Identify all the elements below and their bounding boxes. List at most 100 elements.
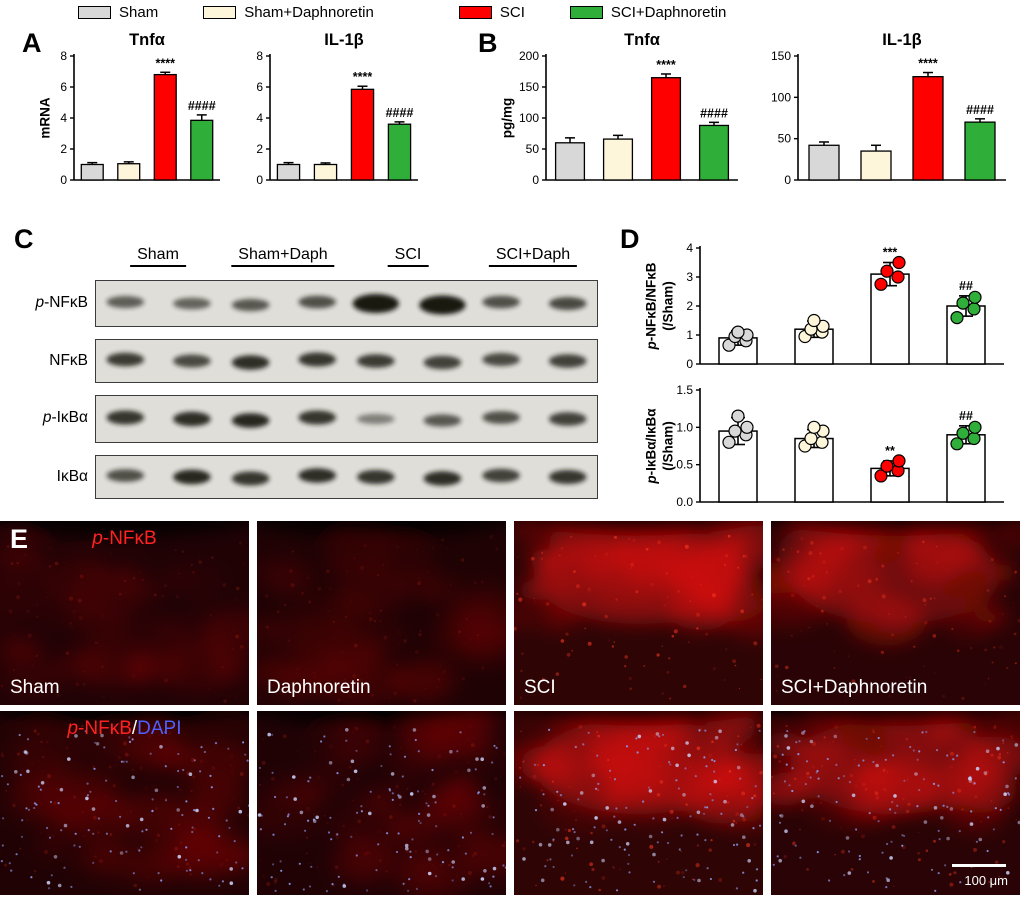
svg-text:50: 50 — [778, 132, 792, 146]
pnfkb-dapi-row-title: p-NFκB/DAPI — [67, 718, 181, 740]
svg-text:p-NFκB/NFκB: p-NFκB/NFκB — [644, 262, 659, 350]
panel-b-label: B — [478, 28, 498, 58]
blot-label-ikba: IκBα — [56, 468, 88, 485]
legend-swatch-sham-daphnoretin — [203, 6, 237, 19]
svg-text:0.0: 0.0 — [676, 495, 693, 509]
svg-text:100: 100 — [519, 111, 539, 125]
panel-a-label: A — [22, 28, 42, 58]
svg-text:**: ** — [885, 444, 895, 458]
figure-legend: Sham Sham+Daphnoretin SCI SCI+Daphnoreti… — [78, 4, 726, 21]
pnfkb-dapi-title-sep: / — [131, 718, 138, 739]
blot-group-sci-daph: SCI+Daph — [488, 246, 578, 267]
svg-text:***: *** — [883, 246, 898, 260]
pnfkb-dapi-title-red: p-NFκB — [67, 718, 132, 739]
micro-image-sham-dapi: p-NFκB/DAPI — [0, 711, 249, 895]
svg-text:0: 0 — [256, 173, 263, 187]
micro-image-daphnoretin-dapi — [257, 711, 506, 895]
panel-c-label: C — [14, 224, 34, 254]
svg-text:Tnfα: Tnfα — [624, 31, 660, 49]
svg-text:2: 2 — [60, 142, 67, 156]
legend-item-sham: Sham — [78, 4, 158, 21]
micro-caption-daphnoretin: Daphnoretin — [267, 677, 371, 698]
svg-text:6: 6 — [256, 80, 263, 94]
legend-item-sham-daphnoretin: Sham+Daphnoretin — [203, 4, 374, 21]
svg-text:####: #### — [188, 99, 216, 113]
svg-text:p-IκBα/IκBα: p-IκBα/IκBα — [644, 408, 659, 485]
micro-caption-sham: Sham — [10, 677, 60, 698]
svg-text:100: 100 — [771, 90, 791, 104]
svg-text:0: 0 — [686, 357, 693, 371]
blot-group-labels: Sham Sham+Daph SCI SCI+Daph — [95, 246, 598, 272]
svg-text:****: **** — [918, 57, 938, 71]
scale-bar — [952, 864, 1006, 867]
svg-text:##: ## — [959, 279, 973, 293]
svg-text:1.0: 1.0 — [676, 420, 693, 434]
micro-image-sci-daphnoretin-pnfkb: SCI+Daphnoretin — [771, 521, 1020, 705]
legend-swatch-sham — [78, 6, 111, 19]
micro-image-daphnoretin-pnfkb: Daphnoretin — [257, 521, 506, 705]
blot-group-sham-daph: Sham+Daph — [231, 246, 335, 267]
micro-image-sci-daphnoretin-dapi: 100 μm — [771, 711, 1020, 895]
svg-text:##: ## — [959, 409, 973, 423]
svg-text:####: #### — [966, 103, 994, 117]
svg-text:3: 3 — [686, 270, 693, 284]
svg-text:0.5: 0.5 — [676, 458, 693, 472]
svg-text:Tnfα: Tnfα — [129, 31, 165, 49]
blot-label-p-nfkb: p-NFκB — [35, 294, 88, 311]
svg-text:8: 8 — [256, 49, 263, 63]
micro-image-sham-pnfkb: p-NFκB Sham — [0, 521, 249, 705]
legend-label-sham-daphnoretin: Sham+Daphnoretin — [244, 4, 374, 21]
svg-text:4: 4 — [686, 241, 693, 255]
svg-text:200: 200 — [519, 49, 539, 63]
svg-text:####: #### — [386, 106, 414, 120]
svg-text:####: #### — [700, 106, 728, 120]
legend-item-sci-daphnoretin: SCI+Daphnoretin — [569, 4, 726, 21]
micro-image-sci-pnfkb: SCI — [514, 521, 763, 705]
chart-p-ikba-ratio: p-IκBα/IκBα (/Sham) 0.0 0.5 1.0 1.5 ** ## — [636, 376, 1014, 512]
panel-d-label: D — [620, 224, 640, 254]
micro-caption-sci-daphnoretin: SCI+Daphnoretin — [781, 677, 928, 698]
svg-text:****: **** — [353, 70, 373, 84]
svg-text:0: 0 — [60, 173, 67, 187]
pnfkb-dapi-title-blue: DAPI — [137, 718, 182, 739]
svg-text:4: 4 — [60, 111, 67, 125]
svg-text:1.5: 1.5 — [676, 383, 693, 397]
legend-item-sci: SCI — [458, 4, 525, 21]
svg-text:1: 1 — [686, 328, 693, 342]
chart-il1b-protein: IL-1β 0 50 100 150 **** #### — [756, 30, 1012, 194]
blot-label-p-ikba: p-IκBα — [42, 409, 88, 426]
svg-text:mRNA: mRNA — [38, 97, 53, 139]
chart-il1b-mrna: IL-1β 0 2 4 6 8 **** #### — [238, 30, 424, 194]
blot-image-ikba — [95, 455, 598, 499]
svg-text:****: **** — [656, 58, 676, 72]
scale-bar-label: 100 μm — [964, 873, 1008, 888]
svg-text:50: 50 — [526, 142, 540, 156]
blot-group-sci: SCI — [387, 246, 429, 267]
chart-tnfa-mrna: Tnfα mRNA 0 2 4 6 8 **** #### — [34, 30, 226, 194]
svg-text:pg/mg: pg/mg — [500, 98, 515, 139]
svg-text:(/Sham): (/Sham) — [661, 281, 676, 331]
pnfkb-row-title: p-NFκB — [92, 528, 156, 550]
svg-text:6: 6 — [60, 80, 67, 94]
micro-image-sci-dapi — [514, 711, 763, 895]
blot-label-nfkb: NFκB — [49, 352, 88, 369]
panel-e-label: E — [10, 524, 29, 554]
svg-text:2: 2 — [256, 142, 263, 156]
svg-text:****: **** — [156, 56, 176, 70]
svg-text:150: 150 — [771, 49, 791, 63]
svg-text:IL-1β: IL-1β — [882, 31, 921, 49]
legend-label-sci: SCI — [499, 4, 525, 21]
svg-text:IL-1β: IL-1β — [324, 31, 363, 49]
chart-tnfa-protein: Tnfα pg/mg 0 50 100 150 200 **** #### — [496, 30, 744, 194]
chart-p-nfkb-ratio: p-NFκB/NFκB (/Sham) 0 1 2 3 4 *** ## — [636, 234, 1014, 374]
svg-text:2: 2 — [686, 299, 693, 313]
micro-caption-sci: SCI — [524, 677, 556, 698]
svg-text:4: 4 — [256, 111, 263, 125]
legend-label-sham: Sham — [119, 4, 159, 21]
blot-image-p-ikba — [95, 395, 598, 443]
pnfkb-title-text: p-NFκB — [92, 528, 157, 549]
blot-group-sham: Sham — [130, 246, 186, 267]
svg-text:0: 0 — [532, 173, 539, 187]
legend-swatch-sci-daphnoretin — [569, 6, 603, 19]
